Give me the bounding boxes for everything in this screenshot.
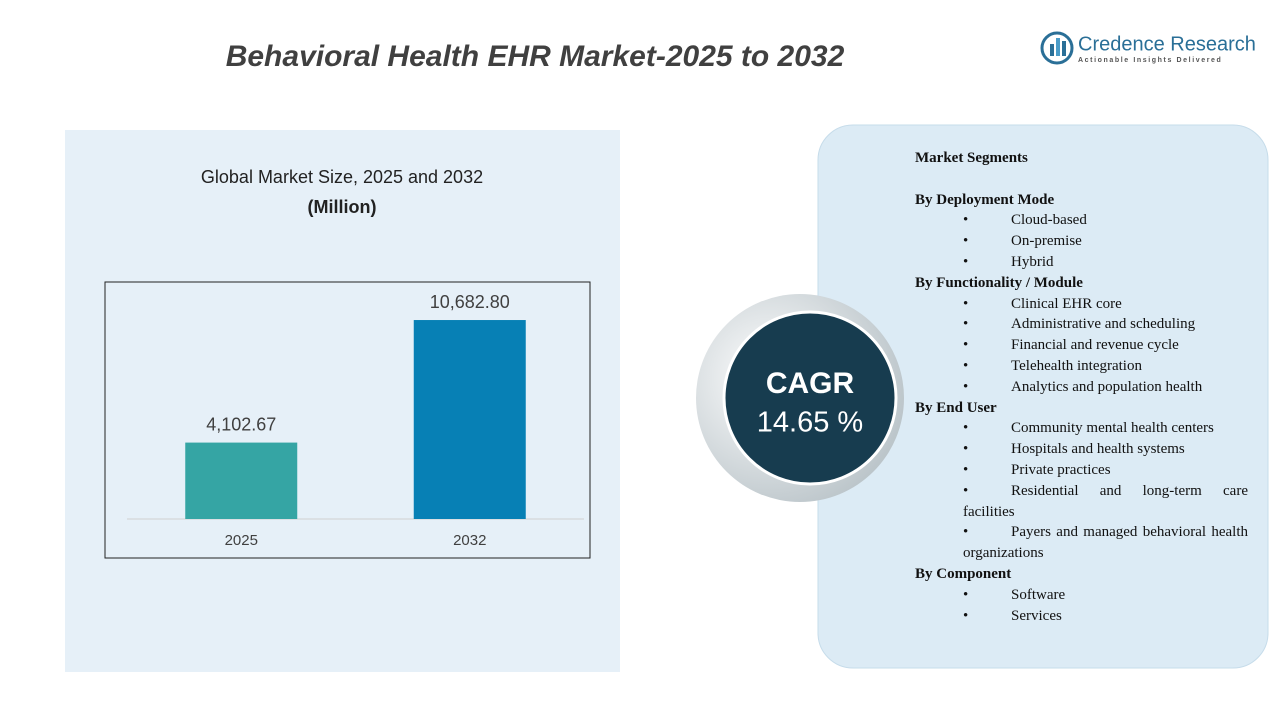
value-label: 10,682.80 [430, 292, 510, 312]
segment-item: • On-premise [963, 231, 1248, 252]
segment-text: Services [1011, 607, 1062, 624]
segment-item: • Cloud-based [963, 210, 1248, 231]
bullet: • [963, 461, 969, 478]
chart-title: Global Market Size, 2025 and 2032 [201, 167, 483, 187]
segment-item: • Administrative and scheduling [963, 314, 1248, 335]
bullet: • [963, 295, 969, 312]
segment-item: • Payers and managed behavioral health or… [963, 522, 1248, 564]
bullet: • [963, 316, 969, 333]
segment-item: • Hospitals and health systems [963, 439, 1248, 460]
bar [185, 442, 298, 519]
bullet: • [963, 357, 969, 374]
cagr-label: CAGR [766, 367, 855, 400]
segment-text: Private practices [1011, 461, 1111, 478]
bullet: • [963, 441, 969, 458]
bullet: • [963, 253, 969, 270]
segment-text: Administrative and scheduling [1011, 316, 1196, 333]
logo-name: Credence Research [1078, 33, 1256, 55]
bullet: • [963, 378, 969, 395]
left-panel [65, 130, 620, 672]
segments-title: Market Segments [915, 150, 1028, 166]
x-tick-label: 2032 [453, 532, 486, 549]
bullet: • [963, 212, 969, 229]
segment-text: Community mental health centers [1011, 420, 1214, 437]
segment-item: • Telehealth integration [963, 356, 1248, 377]
bullet: • [963, 233, 969, 250]
bullet: • [963, 524, 969, 541]
logo-icon [1040, 31, 1074, 65]
segment-item: • Private practices [963, 460, 1248, 481]
segments: Market Segments By Deployment Mode • Cloud-… [915, 148, 1255, 626]
bullet: • [963, 337, 969, 354]
segment-item: • Services [963, 606, 1248, 627]
segment-text: Hybrid [1011, 253, 1054, 270]
bar [413, 320, 526, 519]
segment-text: Payers and managed behavioral health org… [963, 524, 1248, 562]
page-title: Behavioral Health EHR Market-2025 to 203… [225, 40, 845, 73]
segment-text: Financial and revenue cycle [1011, 337, 1179, 354]
segment-text: Cloud-based [1011, 212, 1087, 229]
bullet: • [963, 586, 969, 603]
segment-text: Clinical EHR core [1011, 295, 1122, 312]
segment-item: • Community mental health centers [963, 418, 1248, 439]
segment-item: • Software [963, 585, 1248, 606]
segment-text: On-premise [1011, 233, 1082, 250]
value-label: 4,102.67 [206, 414, 276, 434]
segment-heading: By Deployment Mode [915, 191, 1055, 208]
chart-subtitle: (Million) [308, 197, 377, 217]
cagr-circle [722, 310, 898, 486]
segment-item: • Clinical EHR core [963, 294, 1248, 315]
segment-text: Telehealth integration [1011, 357, 1142, 374]
segment-item: • Hybrid [963, 252, 1248, 273]
bullet: • [963, 482, 969, 499]
cagr-value: 14.65 % [757, 407, 863, 439]
segment-item: • Financial and revenue cycle [963, 335, 1248, 356]
segment-text: Software [1011, 586, 1066, 603]
segment-text: Residential and long-term care facilitie… [963, 482, 1248, 520]
segment-heading: By End User [915, 399, 997, 416]
x-tick-label: 2025 [225, 532, 258, 549]
segment-item: • Analytics and population health [963, 377, 1248, 398]
bullet: • [963, 420, 969, 437]
segment-heading: By Component [915, 565, 1012, 582]
segment-heading: By Functionality / Module [915, 274, 1083, 291]
chart-frame [104, 281, 591, 559]
bullet: • [963, 607, 969, 624]
segment-text: Analytics and population health [1011, 378, 1203, 395]
logo-tagline: Actionable Insights Delivered [1078, 57, 1222, 64]
segment-item: • Residential and long-term care faciliti… [963, 481, 1248, 523]
segment-text: Hospitals and health systems [1011, 441, 1185, 458]
